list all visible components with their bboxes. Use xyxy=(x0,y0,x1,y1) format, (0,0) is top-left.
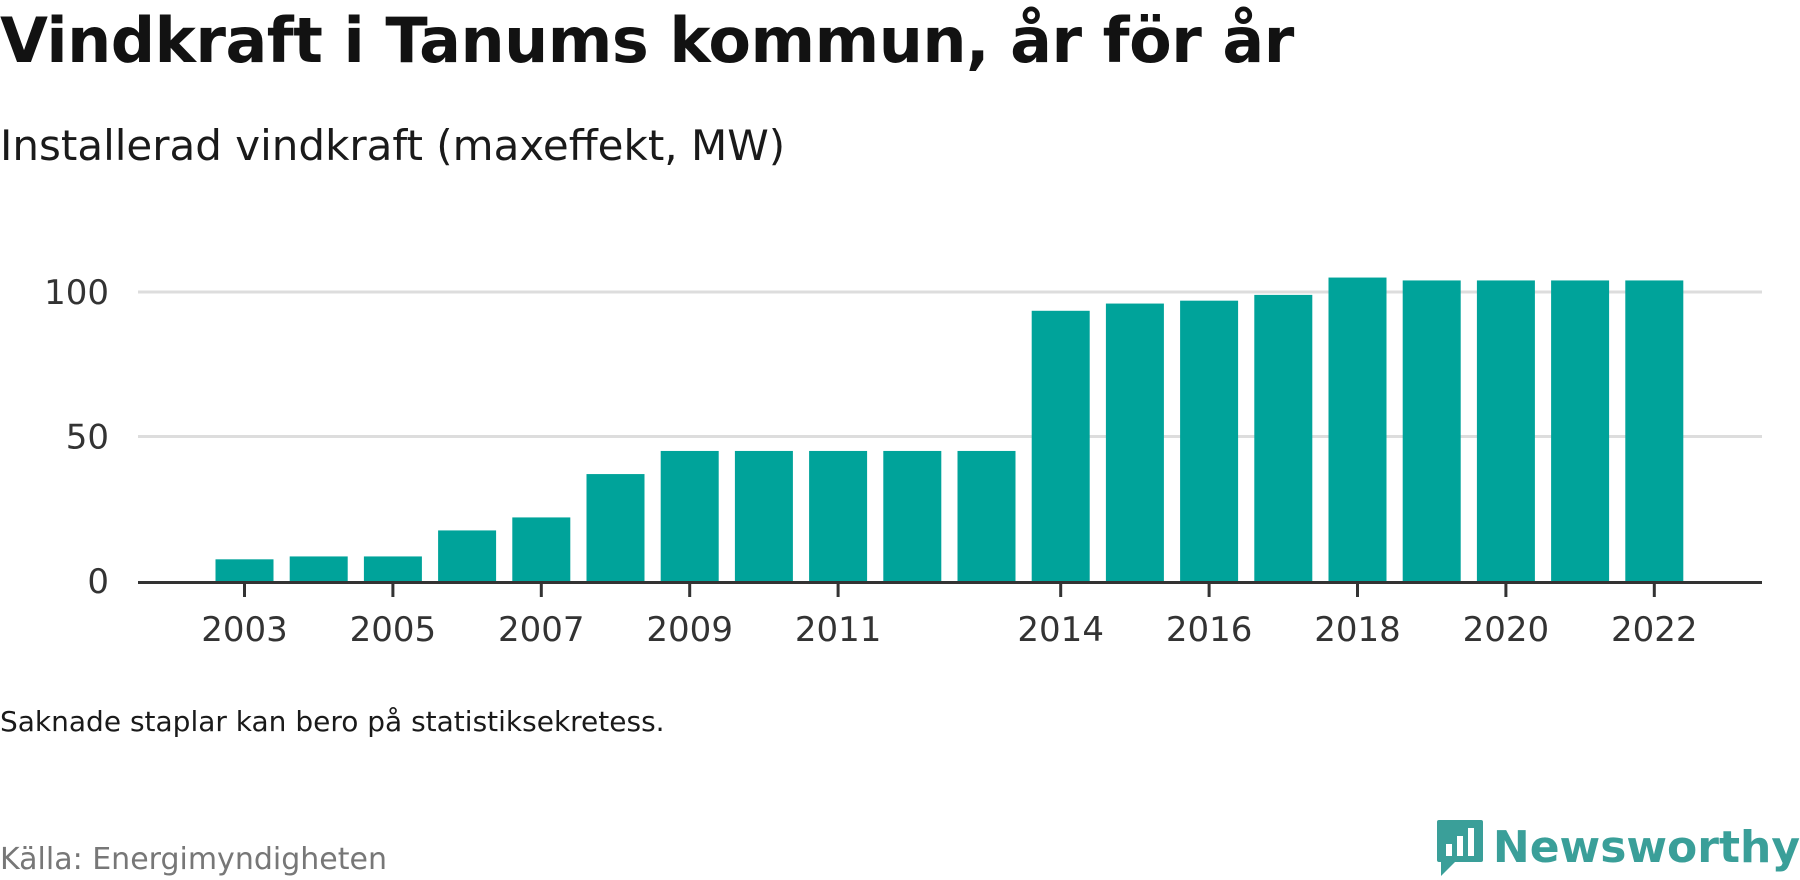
chart-title: Vindkraft i Tanums kommun, år för år xyxy=(0,4,1294,77)
x-tick-label: 2009 xyxy=(646,610,733,650)
x-axis-ticks: 2003 2005 2007 2009 2011 2014 2016 2018 2020 2022 xyxy=(201,584,1698,650)
x-tick-label: 2020 xyxy=(1463,610,1550,650)
bar-2014 xyxy=(1031,310,1090,581)
y-tick-label: 50 xyxy=(66,418,109,458)
x-tick-label: 2011 xyxy=(795,610,882,650)
brand: Newsworthy xyxy=(1435,818,1800,878)
bar-2008 xyxy=(586,474,645,581)
x-tick-label: 2003 xyxy=(201,610,288,650)
x-tick-label: 2007 xyxy=(498,610,585,650)
x-tick-label: 2016 xyxy=(1166,610,1253,650)
bar-2007 xyxy=(512,517,571,581)
bar-2016 xyxy=(1180,300,1239,581)
bars xyxy=(215,277,1684,581)
x-tick-label: 2018 xyxy=(1314,610,1401,650)
bar-2021 xyxy=(1551,280,1610,581)
bar-2005 xyxy=(363,556,422,581)
bar-2017 xyxy=(1254,294,1313,581)
x-tick-label: 2022 xyxy=(1611,610,1698,650)
bar-2009 xyxy=(660,450,719,581)
bar-2006 xyxy=(438,530,497,581)
bar-2004 xyxy=(289,556,348,581)
x-tick-label: 2005 xyxy=(350,610,437,650)
bar-2019 xyxy=(1402,280,1461,581)
bar-2012 xyxy=(883,450,942,581)
source-credit: Källa: Energimyndigheten xyxy=(0,842,387,877)
bar-2015 xyxy=(1105,303,1164,581)
bar-2003 xyxy=(215,559,274,581)
x-tick-label: 2014 xyxy=(1017,610,1104,650)
brand-name: Newsworthy xyxy=(1492,822,1800,873)
y-tick-label: 100 xyxy=(44,273,109,313)
bar-2011 xyxy=(809,450,868,581)
newsworthy-logo-icon xyxy=(1436,820,1483,876)
bar-2020 xyxy=(1476,280,1535,581)
bar-2013 xyxy=(957,450,1016,581)
y-axis-ticks: 0 50 100 xyxy=(44,273,109,602)
y-tick-label: 0 xyxy=(87,562,109,602)
chart-subtitle: Installerad vindkraft (maxeffekt, MW) xyxy=(0,121,786,170)
bar-2018 xyxy=(1328,277,1387,581)
bar-2022 xyxy=(1625,280,1684,581)
footnote: Saknade staplar kan bero på statistiksek… xyxy=(0,705,665,738)
bar-2010 xyxy=(734,450,793,581)
